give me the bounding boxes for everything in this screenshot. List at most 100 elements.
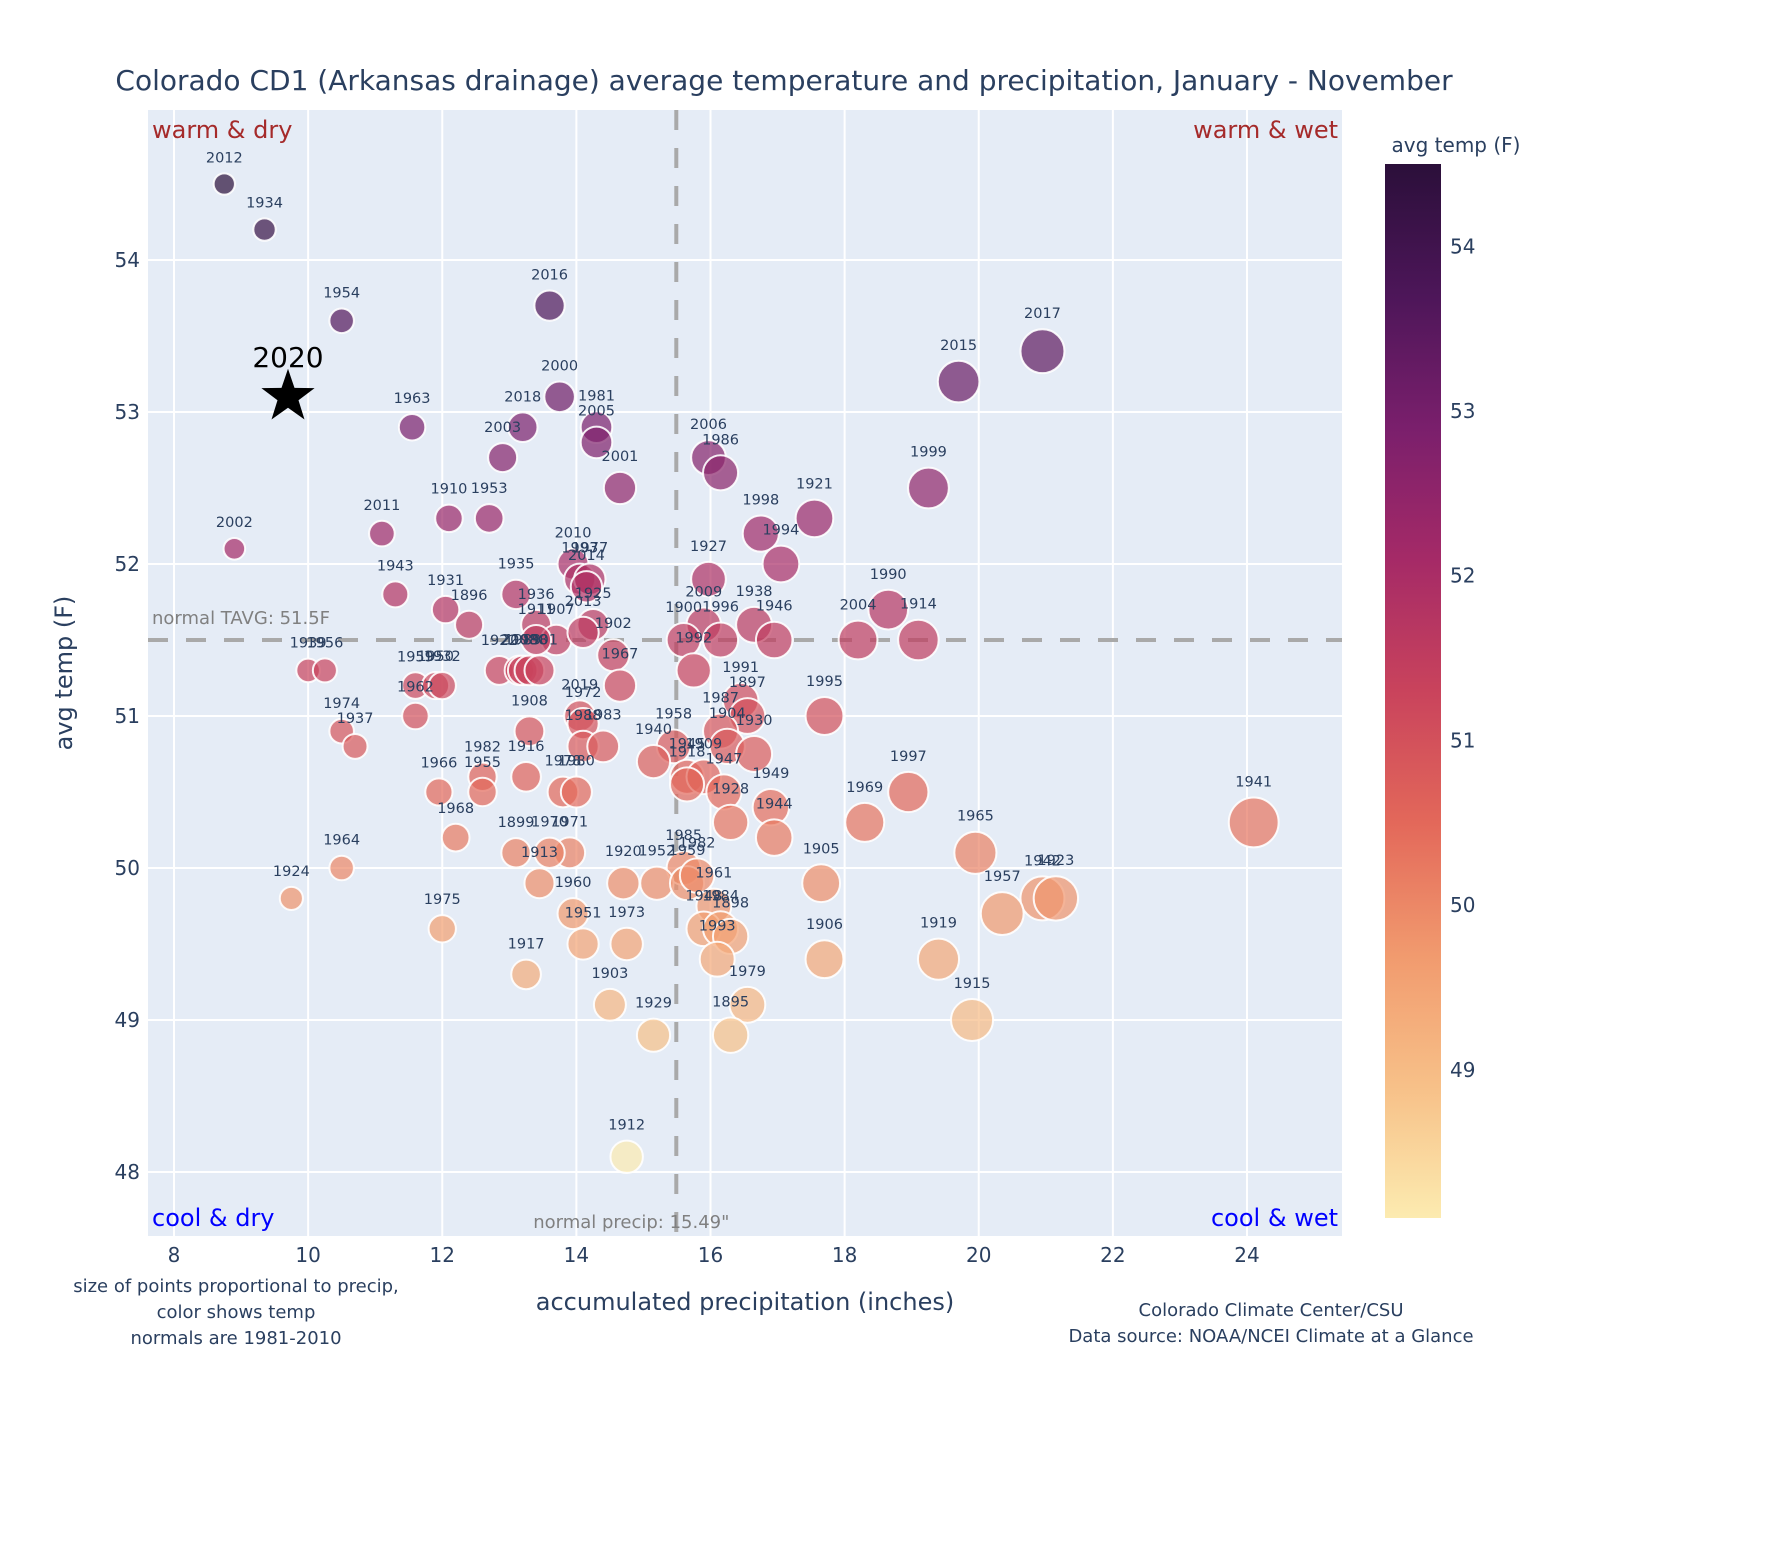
point-label: 1991 <box>722 660 759 676</box>
data-points <box>212 172 1280 1175</box>
point-1920 <box>606 866 641 901</box>
point-1980 <box>559 775 593 809</box>
point-label: 1932 <box>424 649 461 665</box>
point-label: 1957 <box>984 869 1021 885</box>
point-label: 1899 <box>498 815 535 831</box>
size-note: size of points proportional to precip, c… <box>73 1276 399 1349</box>
point-1990 <box>867 588 910 631</box>
point-label: 1913 <box>521 845 558 861</box>
x-tick-label: 24 <box>1234 1243 1259 1267</box>
x-tick-label: 20 <box>966 1243 991 1267</box>
point-label: 2001 <box>602 449 639 465</box>
point-1994 <box>761 544 801 584</box>
point-label: 1971 <box>551 814 588 830</box>
point-label: 2005 <box>578 404 615 420</box>
point-label: 1978 <box>545 754 582 770</box>
point-1982 <box>678 857 716 894</box>
point-1917 <box>510 958 542 991</box>
point-label: 1988 <box>565 708 602 724</box>
point-label: 1954 <box>323 286 360 302</box>
point-1966 <box>424 777 454 807</box>
point-1940 <box>635 744 672 780</box>
point-label: 1909 <box>685 737 722 753</box>
point-1934 <box>252 217 277 242</box>
point-label: 1896 <box>451 588 488 604</box>
point-label: 1914 <box>900 597 937 613</box>
point-label: 1952 <box>638 844 675 860</box>
x-axis-ticks: 8 10 12 14 16 18 20 22 24 <box>168 1243 1260 1267</box>
credit: Colorado Climate Center/CSU Data source:… <box>1068 1300 1473 1347</box>
normal-precip-label: normal precip: 15.49" <box>533 1212 729 1233</box>
point-1905 <box>801 863 842 904</box>
point-label: 1981 <box>578 388 615 404</box>
point-label: 1928 <box>712 782 749 798</box>
point-1903 <box>592 987 627 1022</box>
quadrant-cool-dry: cool & dry <box>152 1204 275 1232</box>
point-1924 <box>278 885 304 911</box>
point-1956 <box>311 657 338 684</box>
point-1955 <box>467 776 498 808</box>
x-tick-label: 8 <box>168 1243 181 1267</box>
x-tick-label: 18 <box>832 1243 857 1267</box>
point-label: 1953 <box>471 481 508 497</box>
point-label: 2003 <box>484 420 521 436</box>
point-label: 1961 <box>695 866 732 882</box>
point-1923 <box>1032 875 1080 922</box>
point-2018 <box>506 411 539 443</box>
point-1896 <box>454 609 485 640</box>
point-1932 <box>427 670 457 701</box>
x-tick-label: 14 <box>564 1243 589 1267</box>
point-1935 <box>500 578 532 611</box>
point-2002 <box>222 537 247 561</box>
point-label: 1902 <box>595 616 632 632</box>
point-label: 1919 <box>920 916 957 932</box>
point-label: 1975 <box>424 892 461 908</box>
point-label: 1969 <box>846 780 883 796</box>
point-label: 2012 <box>206 150 243 166</box>
point-label: 1986 <box>702 432 739 448</box>
point-label: 1959 <box>397 649 434 665</box>
point-label: 1898 <box>712 896 749 912</box>
colorbar-title: avg temp (F) <box>1392 133 1521 157</box>
point-label: 1924 <box>273 864 310 880</box>
point-label: 1964 <box>323 833 360 849</box>
point-label: 1963 <box>394 391 431 407</box>
plot-area <box>148 110 1342 1236</box>
point-label: 1988 <box>511 633 548 649</box>
x-tick-label: 12 <box>430 1243 455 1267</box>
point-label: 1941 <box>1235 774 1272 790</box>
point-1910 <box>434 503 464 534</box>
point-1996 <box>702 621 740 659</box>
point-label: 1956 <box>306 635 343 651</box>
point-label: 1950 <box>417 649 454 665</box>
point-label: 2006 <box>690 417 727 433</box>
point-label: 1900 <box>665 600 702 616</box>
point-label: 1948 <box>685 889 722 905</box>
point-1964 <box>328 854 355 882</box>
point-label: 2018 <box>504 389 541 405</box>
point-label: 2013 <box>565 594 602 610</box>
point-label: 2000 <box>541 359 578 375</box>
point-label: 1895 <box>712 995 749 1011</box>
colorbar: avg temp (F) 49 50 51 52 53 54 <box>1385 133 1520 1218</box>
normal-temp-label: normal TAVG: 51.5F <box>152 608 330 629</box>
point-label: 1910 <box>431 482 468 498</box>
point-label: 1997 <box>890 749 927 765</box>
point-1895 <box>711 1016 750 1054</box>
point-1992 <box>675 652 712 689</box>
point-1965 <box>953 830 998 875</box>
point-label: 1967 <box>602 646 639 662</box>
quadrant-cool-wet: cool & wet <box>1211 1204 1338 1232</box>
point-label: 1977 <box>571 540 608 556</box>
point-label: 1906 <box>806 917 843 933</box>
point-label: 1927 <box>690 539 727 555</box>
point-label: 1912 <box>608 1118 645 1134</box>
point-label: 1942 <box>1024 853 1061 869</box>
point-1975 <box>427 914 457 944</box>
point-label: 2009 <box>685 585 722 601</box>
point-1915 <box>950 997 995 1043</box>
size-note-line-3: normals are 1981-2010 <box>130 1328 341 1349</box>
point-1963 <box>397 412 427 442</box>
point-label: 1936 <box>518 587 555 603</box>
